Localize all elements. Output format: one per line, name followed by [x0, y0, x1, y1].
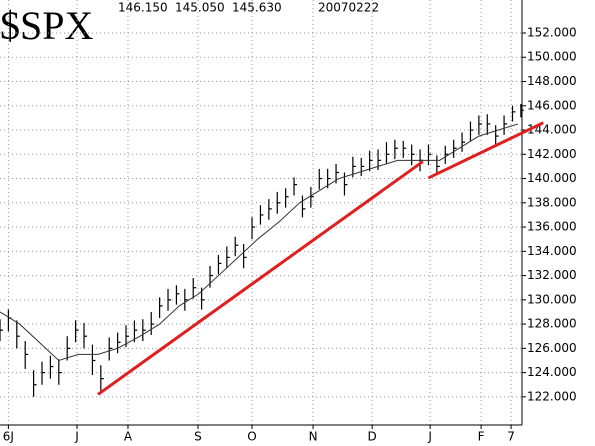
quote-date: 20070222 [318, 1, 379, 15]
y-tick-label: 140.000 [527, 171, 577, 185]
y-tick-label: 136.000 [527, 220, 577, 234]
x-tick-label: A [124, 430, 133, 444]
x-tick-label: 6J [3, 430, 14, 444]
x-tick-label: N [309, 430, 318, 444]
y-tick-label: 124.000 [527, 365, 577, 379]
y-tick-label: 146.000 [527, 98, 577, 112]
x-tick-label: F [478, 430, 485, 444]
x-tick-label: 7 [507, 430, 515, 444]
x-tick-label: J [74, 430, 79, 444]
quote-low: 145.050 [175, 1, 225, 15]
y-tick-label: 126.000 [527, 341, 577, 355]
trend-line [97, 160, 424, 396]
x-tick-label: O [247, 430, 256, 444]
y-tick-label: 134.000 [527, 244, 577, 258]
x-tick-label: S [194, 430, 202, 444]
y-tick-label: 148.000 [527, 74, 577, 88]
y-tick-label: 132.000 [527, 268, 577, 282]
y-tick-label: 128.000 [527, 317, 577, 331]
trend-line [427, 121, 544, 180]
quote-close: 145.630 [232, 1, 282, 15]
y-tick-label: 142.000 [527, 147, 577, 161]
quote-high: 146.150 [118, 1, 168, 15]
moving-average [0, 123, 519, 362]
chart-title: $SPX [0, 3, 93, 48]
y-tick-label: 150.000 [527, 50, 577, 64]
x-tick-label: D [368, 430, 377, 444]
y-tick-label: 122.000 [527, 389, 577, 403]
x-tick-label: J [427, 430, 432, 444]
y-tick-label: 130.000 [527, 292, 577, 306]
y-tick-label: 144.000 [527, 123, 577, 137]
y-tick-label: 152.000 [527, 25, 577, 39]
y-tick-label: 138.000 [527, 195, 577, 209]
